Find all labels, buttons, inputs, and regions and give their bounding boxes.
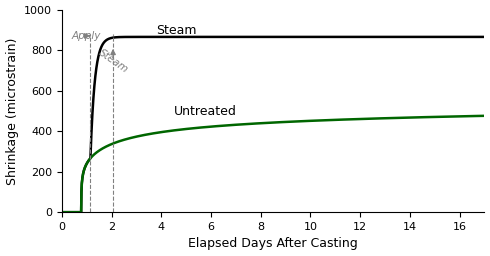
Text: Untreated: Untreated: [173, 105, 237, 118]
Text: Apply: Apply: [72, 31, 101, 41]
X-axis label: Elapsed Days After Casting: Elapsed Days After Casting: [188, 238, 358, 250]
Text: Steam: Steam: [156, 24, 197, 37]
Y-axis label: Shrinkage (microstrain): Shrinkage (microstrain): [5, 37, 19, 185]
Text: Steam: Steam: [97, 47, 130, 75]
